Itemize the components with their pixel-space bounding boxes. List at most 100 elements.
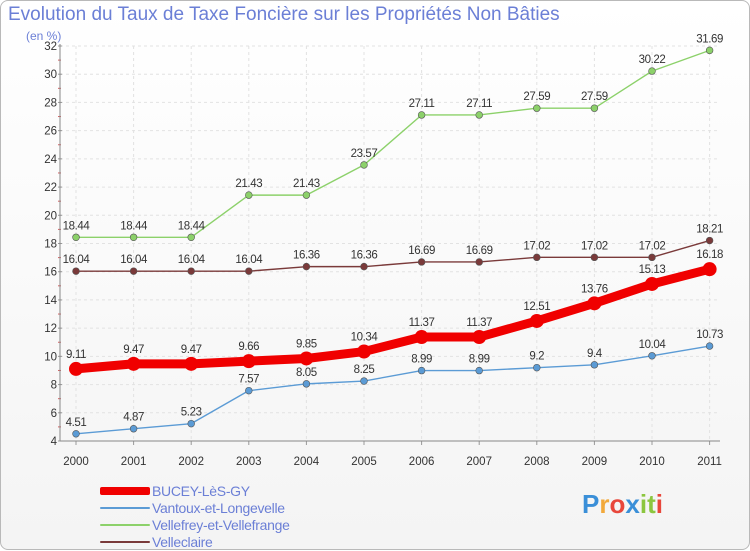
data-label-vellefrey-et-vellefrange: 21.43 [293,178,320,190]
data-label-velleclaire: 17.02 [639,240,666,252]
legend-label: Velleclaire [152,534,213,550]
data-point-vellefrey-et-vellefrange [245,191,253,199]
x-tick-label: 2000 [63,456,89,468]
data-label-bucey-les-gy: 9.66 [238,341,259,353]
data-label-velleclaire: 16.04 [63,254,91,266]
legend-swatch [100,487,150,495]
data-point-velleclaire [360,262,368,271]
data-point-bucey-les-gy [69,361,83,376]
x-tick-label: 2010 [639,456,665,468]
data-label-vellefrey-et-vellefrange: 31.69 [696,33,723,45]
data-point-velleclaire [72,267,80,275]
data-label-vellefrey-et-vellefrange: 30.22 [639,54,666,66]
data-point-vellefrey-et-vellefrange [648,67,656,75]
data-label-vantoux-et-longevelle: 9.4 [587,348,603,360]
data-label-bucey-les-gy: 10.34 [351,332,379,344]
x-tick-label: 2007 [466,456,492,468]
x-tick-label: 2009 [582,456,608,468]
data-label-velleclaire: 17.02 [581,240,608,252]
data-label-bucey-les-gy: 9.85 [296,338,317,350]
data-label-vellefrey-et-vellefrange: 18.44 [178,220,206,232]
data-point-bucey-les-gy [529,313,544,328]
y-tick-label: 16 [44,267,57,279]
legend-swatch [100,541,150,543]
y-tick-label: 22 [44,182,57,194]
grid-layer [60,45,720,442]
data-point-vellefrey-et-vellefrange [187,233,195,241]
data-label-vellefrey-et-vellefrange: 18.44 [120,220,148,232]
data-label-velleclaire: 16.04 [120,254,148,266]
data-label-vellefrey-et-vellefrange: 27.59 [523,91,550,103]
series-line-bucey-les-gy [71,264,715,374]
data-point-vantoux-et-longevelle [475,366,483,375]
legend-label: Vellefrey-et-Vellefrange [152,517,290,533]
x-tick-label: 2002 [178,456,204,468]
data-point-vantoux-et-longevelle [417,366,426,375]
data-point-vellefrey-et-vellefrange [302,191,311,199]
data-point-bucey-les-gy [184,356,199,371]
data-point-vellefrey-et-vellefrange [129,233,138,241]
data-point-vantoux-et-longevelle [129,425,138,433]
data-point-velleclaire [705,236,714,245]
data-label-velleclaire: 16.69 [466,245,493,257]
data-label-vellefrey-et-vellefrange: 27.59 [581,91,608,103]
series-layer [69,46,717,438]
logo-letter: t [647,489,656,519]
data-point-vantoux-et-longevelle [72,430,80,438]
data-label-vellefrey-et-vellefrange: 23.57 [351,148,378,160]
y-tick-label: 26 [44,126,57,138]
data-label-vantoux-et-longevelle: 4.51 [66,417,87,429]
data-label-vellefrey-et-vellefrange: 27.11 [466,98,492,110]
data-label-bucey-les-gy: 11.37 [466,317,492,329]
legend-label: BUCEY-LèS-GY [152,483,250,499]
data-point-bucey-les-gy [299,351,314,366]
x-tick-label: 2004 [294,456,320,468]
data-point-vellefrey-et-vellefrange [360,161,368,169]
data-point-vellefrey-et-vellefrange [705,46,714,55]
y-tick-label: 18 [44,239,57,251]
data-point-vellefrey-et-vellefrange [590,104,599,112]
data-label-bucey-les-gy: 13.76 [581,283,608,295]
data-point-vantoux-et-longevelle [187,419,195,428]
axis-layer: 4 6 8 10 12 14 16 18 20 22 24 26 28 30 32 2000 2001 2002 2… [44,41,722,468]
logo-letter: i [655,489,663,519]
legend-swatch [100,507,150,509]
y-tick-label: 4 [51,436,58,448]
data-label-bucey-les-gy: 9.11 [66,349,86,361]
data-label-vantoux-et-longevelle: 8.05 [296,367,317,379]
data-point-bucey-les-gy [414,330,429,345]
data-point-bucey-les-gy [241,354,256,369]
data-label-bucey-les-gy: 15.13 [639,264,666,276]
data-point-velleclaire [302,262,311,271]
data-label-bucey-les-gy: 16.18 [696,249,723,261]
data-point-vellefrey-et-vellefrange [417,111,426,119]
y-tick-label: 8 [51,380,57,392]
legend-swatch [100,524,150,526]
x-tick-label: 2005 [351,456,377,468]
data-point-bucey-les-gy [587,296,602,311]
data-label-vantoux-et-longevelle: 7.57 [238,374,259,386]
y-tick-label: 20 [44,210,57,222]
data-label-velleclaire: 17.02 [523,240,550,252]
data-label-bucey-les-gy: 11.37 [409,317,435,329]
data-point-velleclaire [475,258,483,266]
x-tick-label: 2006 [409,456,435,468]
data-label-velleclaire: 16.36 [293,250,320,262]
data-label-bucey-les-gy: 9.47 [123,344,144,356]
data-point-velleclaire [129,267,138,275]
data-point-velleclaire [245,267,253,275]
data-label-vantoux-et-longevelle: 9.2 [529,351,544,363]
logo-letter: r [599,489,610,519]
data-label-velleclaire: 18.21 [696,224,723,236]
data-label-layer: 4.51 4.87 5.23 7.57 8.05 8.25 8.99 8.99 9.2 9.4 10… [63,33,724,429]
data-point-bucey-les-gy [357,344,371,359]
data-label-velleclaire: 16.04 [235,254,263,266]
logo-letter: o [609,489,626,519]
data-point-velleclaire [590,253,599,262]
logo-letter: i [639,489,648,519]
logo-letter: P [582,489,600,519]
y-unit-label: (en %) [26,29,62,43]
y-tick-label: 30 [44,69,57,81]
x-tick-label: 2001 [121,456,147,468]
data-point-vantoux-et-longevelle [705,342,714,350]
